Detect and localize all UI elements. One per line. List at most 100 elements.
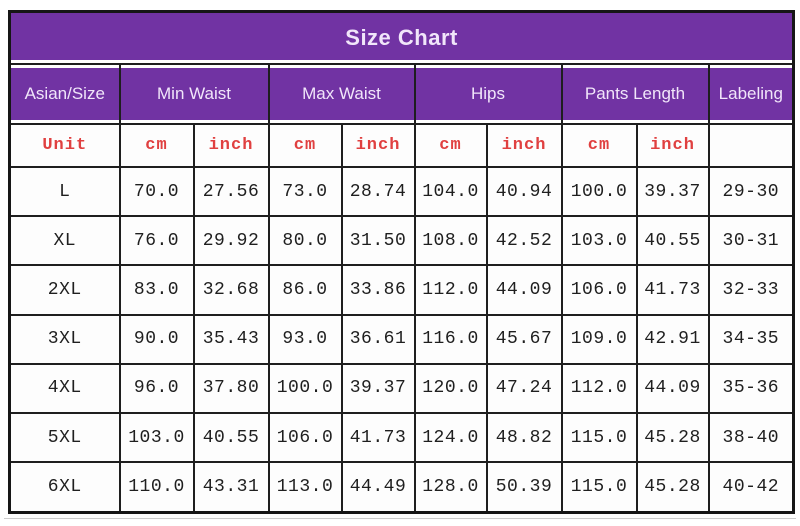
value-cell: 86.0 xyxy=(267,264,343,316)
value-cell: 73.0 xyxy=(267,165,343,218)
table-body: L 70.0 27.56 73.0 28.74 104.0 40.94 100.0 39.37 2… xyxy=(8,165,795,514)
value-cell: 90.0 xyxy=(118,313,195,365)
value-cell: 40.55 xyxy=(635,215,710,267)
size-cell: 3XL xyxy=(8,313,121,365)
value-cell: 100.0 xyxy=(267,362,343,414)
value-cell: 42.52 xyxy=(485,215,563,267)
value-cell: 28.74 xyxy=(340,165,416,218)
value-cell: 45.28 xyxy=(635,411,710,464)
size-cell: 5XL xyxy=(8,411,121,464)
title-row: Size Chart xyxy=(8,10,795,65)
value-cell: 124.0 xyxy=(413,411,488,464)
unit-cell-cm: cm xyxy=(267,123,343,168)
unit-cell-inch: inch xyxy=(340,123,416,168)
unit-cell-empty xyxy=(707,123,795,168)
column-header-hips: Hips xyxy=(413,63,563,125)
value-cell: 27.56 xyxy=(192,165,270,218)
value-cell: 80.0 xyxy=(267,215,343,267)
value-cell: 29-30 xyxy=(707,165,795,218)
value-cell: 108.0 xyxy=(413,215,488,267)
unit-cell-inch: inch xyxy=(192,123,270,168)
value-cell: 76.0 xyxy=(118,215,195,267)
value-cell: 104.0 xyxy=(413,165,488,218)
column-header-asian-size: Asian/Size xyxy=(8,63,121,125)
value-cell: 113.0 xyxy=(267,461,343,514)
value-cell: 120.0 xyxy=(413,362,488,414)
size-cell: XL xyxy=(8,215,121,267)
size-cell: 2XL xyxy=(8,264,121,316)
value-cell: 93.0 xyxy=(267,313,343,365)
value-cell: 103.0 xyxy=(118,411,195,464)
value-cell: 109.0 xyxy=(560,313,638,365)
value-cell: 48.82 xyxy=(485,411,563,464)
value-cell: 112.0 xyxy=(413,264,488,316)
value-cell: 40.94 xyxy=(485,165,563,218)
page-title: Size Chart xyxy=(8,10,795,65)
value-cell: 45.67 xyxy=(485,313,563,365)
value-cell: 40.55 xyxy=(192,411,270,464)
page-bottom-edge-line xyxy=(4,518,796,519)
value-cell: 35-36 xyxy=(707,362,795,414)
value-cell: 106.0 xyxy=(560,264,638,316)
table-row-5xl: 5XL 103.0 40.55 106.0 41.73 124.0 48.82 115.0 45… xyxy=(8,411,795,464)
table-row-3xl: 3XL 90.0 35.43 93.0 36.61 116.0 45.67 109.0 42.9… xyxy=(8,313,795,365)
column-header-pants-length: Pants Length xyxy=(560,63,710,125)
column-header-max-waist: Max Waist xyxy=(267,63,416,125)
unit-cell-cm: cm xyxy=(118,123,195,168)
unit-cell-inch: inch xyxy=(485,123,563,168)
column-header-row: Asian/Size Min Waist Max Waist Hips Pants Le… xyxy=(8,63,795,125)
value-cell: 83.0 xyxy=(118,264,195,316)
table-row-xl: XL 76.0 29.92 80.0 31.50 108.0 42.52 103.0 40.55… xyxy=(8,215,795,267)
value-cell: 47.24 xyxy=(485,362,563,414)
value-cell: 128.0 xyxy=(413,461,488,514)
size-chart-table: Size Chart Asian/Size Min Waist Max Waist H… xyxy=(8,10,796,514)
column-header-labeling: Labeling xyxy=(707,63,795,125)
column-header-min-waist: Min Waist xyxy=(118,63,270,125)
unit-row: Unit cm inch cm inch cm inch cm inch xyxy=(8,123,795,168)
table-row-4xl: 4XL 96.0 37.80 100.0 39.37 120.0 47.24 112.0 44.… xyxy=(8,362,795,414)
value-cell: 44.09 xyxy=(635,362,710,414)
value-cell: 45.28 xyxy=(635,461,710,514)
value-cell: 103.0 xyxy=(560,215,638,267)
value-cell: 106.0 xyxy=(267,411,343,464)
value-cell: 37.80 xyxy=(192,362,270,414)
value-cell: 38-40 xyxy=(707,411,795,464)
value-cell: 43.31 xyxy=(192,461,270,514)
value-cell: 96.0 xyxy=(118,362,195,414)
size-cell: 6XL xyxy=(8,461,121,514)
unit-cell-cm: cm xyxy=(560,123,638,168)
value-cell: 50.39 xyxy=(485,461,563,514)
value-cell: 40-42 xyxy=(707,461,795,514)
value-cell: 33.86 xyxy=(340,264,416,316)
unit-cell-cm: cm xyxy=(413,123,488,168)
value-cell: 35.43 xyxy=(192,313,270,365)
size-cell: L xyxy=(8,165,121,218)
value-cell: 36.61 xyxy=(340,313,416,365)
unit-cell-inch: inch xyxy=(635,123,710,168)
value-cell: 34-35 xyxy=(707,313,795,365)
size-cell: 4XL xyxy=(8,362,121,414)
value-cell: 32-33 xyxy=(707,264,795,316)
value-cell: 115.0 xyxy=(560,461,638,514)
value-cell: 112.0 xyxy=(560,362,638,414)
value-cell: 100.0 xyxy=(560,165,638,218)
value-cell: 116.0 xyxy=(413,313,488,365)
table-row-l: L 70.0 27.56 73.0 28.74 104.0 40.94 100.0 39.37 2… xyxy=(8,165,795,218)
value-cell: 41.73 xyxy=(635,264,710,316)
value-cell: 110.0 xyxy=(118,461,195,514)
value-cell: 39.37 xyxy=(635,165,710,218)
value-cell: 44.09 xyxy=(485,264,563,316)
table-row-2xl: 2XL 83.0 32.68 86.0 33.86 112.0 44.09 106.0 41.7… xyxy=(8,264,795,316)
table-row-6xl: 6XL 110.0 43.31 113.0 44.49 128.0 50.39 115.0 45… xyxy=(8,461,795,514)
value-cell: 39.37 xyxy=(340,362,416,414)
value-cell: 32.68 xyxy=(192,264,270,316)
value-cell: 44.49 xyxy=(340,461,416,514)
value-cell: 30-31 xyxy=(707,215,795,267)
value-cell: 42.91 xyxy=(635,313,710,365)
unit-row-label: Unit xyxy=(8,123,121,168)
value-cell: 115.0 xyxy=(560,411,638,464)
value-cell: 31.50 xyxy=(340,215,416,267)
value-cell: 29.92 xyxy=(192,215,270,267)
value-cell: 70.0 xyxy=(118,165,195,218)
